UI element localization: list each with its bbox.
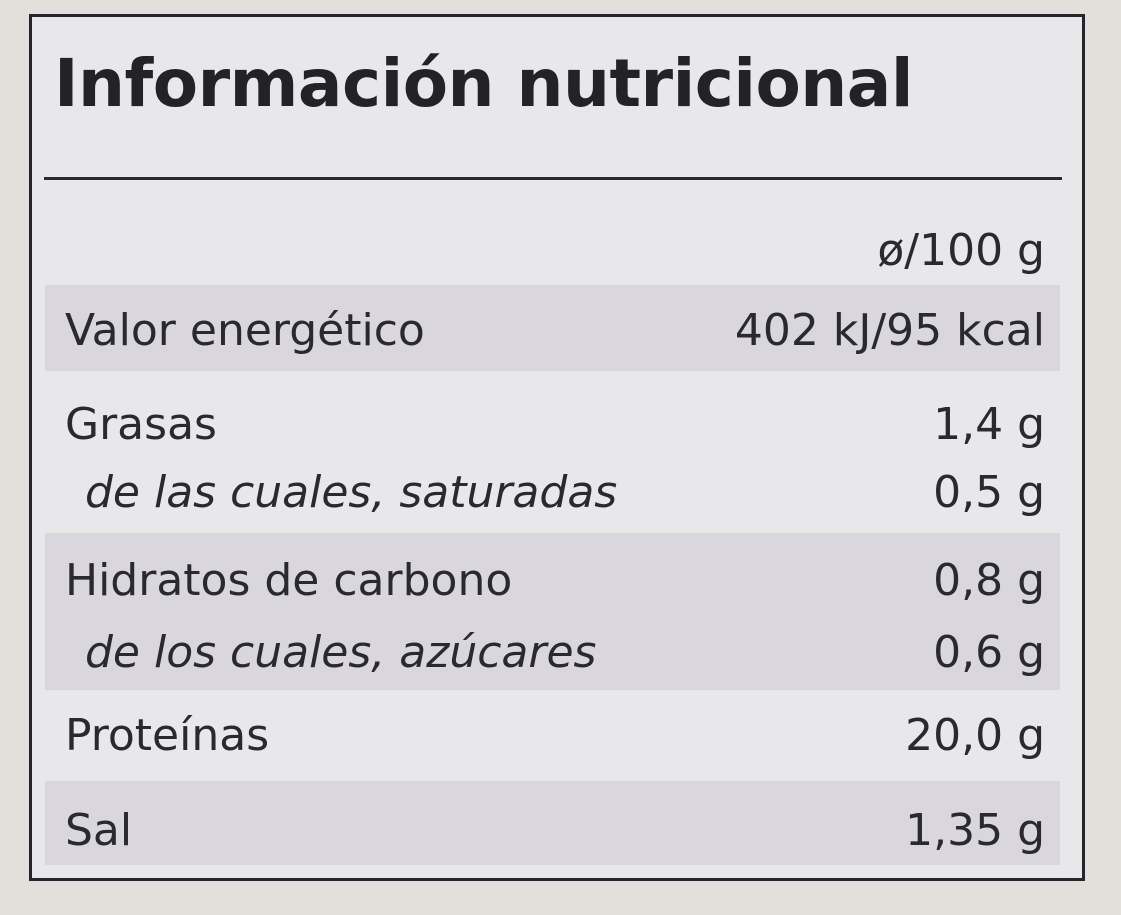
nutrient-subname: de los cuales, azúcares [85, 627, 597, 678]
nutrient-value: 0,8 g [933, 555, 1045, 606]
title-divider [44, 177, 1062, 180]
nutrient-row-protein: Proteínas 20,0 g [45, 690, 1060, 775]
column-header-per-100g: ø/100 g [877, 225, 1045, 276]
nutrient-subvalue: 0,5 g [933, 467, 1045, 518]
nutrient-row-energy: Valor energético 402 kJ/95 kcal [45, 285, 1060, 371]
nutrient-value: 20,0 g [905, 710, 1045, 761]
nutrition-label: Información nutricional ø/100 g Valor en… [29, 14, 1085, 881]
nutrient-value: 1,4 g [933, 399, 1045, 450]
nutrient-subname: de las cuales, saturadas [85, 467, 618, 518]
nutrient-value: 1,35 g [905, 805, 1045, 856]
nutrient-name: Grasas [65, 399, 217, 450]
nutrient-subvalue: 0,6 g [933, 627, 1045, 678]
label-title: Información nutricional [54, 45, 913, 122]
nutrient-value: 402 kJ/95 kcal [734, 305, 1045, 356]
nutrient-row-salt: Sal 1,35 g [45, 781, 1060, 865]
nutrient-name: Sal [65, 805, 133, 856]
nutrient-row-carbohydrates: Hidratos de carbono 0,8 g de los cuales,… [45, 533, 1060, 690]
nutrient-name: Valor energético [65, 305, 425, 356]
nutrient-row-fat: Grasas 1,4 g de las cuales, saturadas 0,… [45, 371, 1060, 527]
nutrient-name: Hidratos de carbono [65, 555, 513, 606]
nutrient-name: Proteínas [65, 710, 270, 761]
